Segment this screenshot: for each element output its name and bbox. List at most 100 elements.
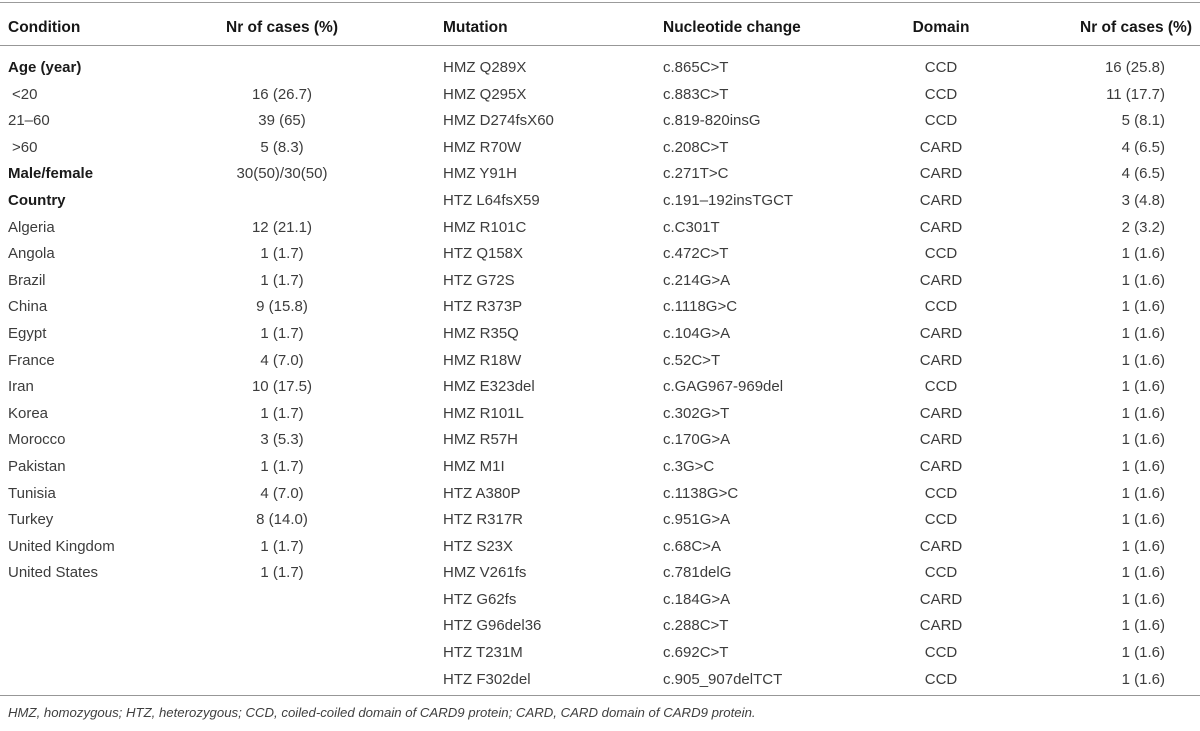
cell-cases-right: 1 (1.6) <box>1121 564 1165 582</box>
cell-condition: Tunisia <box>8 484 56 502</box>
col-header-nucleotide: Nucleotide change <box>655 2 908 46</box>
col-header-domain: Domain <box>908 2 974 46</box>
cell-spacer <box>352 667 435 696</box>
cell-domain: CCD <box>924 644 958 662</box>
col-header-cases-right: Nr of cases (%) <box>974 2 1200 46</box>
cell-cases-right: 1 (1.6) <box>1121 351 1165 369</box>
cell-domain: CCD <box>924 85 958 103</box>
cell-nucleotide: c.191–192insTGCT <box>663 191 794 209</box>
cell-cases-left <box>212 46 352 82</box>
cell-domain: CCD <box>924 670 958 688</box>
data-table: Condition Nr of cases (%) Mutation Nucle… <box>0 2 1200 697</box>
cell-cases-right: 4 (6.5) <box>1121 138 1165 156</box>
cell-mutation: HTZ G72S <box>443 271 515 289</box>
table-header: Condition Nr of cases (%) Mutation Nucle… <box>0 2 1200 46</box>
cell-spacer <box>352 135 435 162</box>
cell-mutation: HMZ M1I <box>443 457 505 475</box>
cell-mutation: HTZ Q158X <box>443 245 524 263</box>
cell-condition <box>0 613 212 640</box>
cell-nucleotide: c.951G>A <box>663 511 731 529</box>
table-row: France 4 (7.0) HMZ R18W c.52C>T CARD 1 (1.6) <box>0 348 1200 375</box>
cell-cases-left: 5 (8.3) <box>260 138 304 156</box>
cell-cases-left <box>212 667 352 696</box>
cell-mutation: HMZ R18W <box>443 351 522 369</box>
cell-spacer <box>352 161 435 188</box>
cell-cases-left: 1 (1.7) <box>260 537 304 555</box>
cell-cases-left: 16 (26.7) <box>251 85 313 103</box>
table-row: Pakistan 1 (1.7) HMZ M1I c.3G>C CARD 1 (1.6) <box>0 454 1200 481</box>
cell-nucleotide: c.1138G>C <box>663 484 739 502</box>
cell-spacer <box>352 46 435 82</box>
cell-mutation: HMZ E323del <box>443 378 535 396</box>
cell-condition: Morocco <box>8 431 66 449</box>
cell-cases-left: 1 (1.7) <box>260 564 304 582</box>
cell-cases-left: 4 (7.0) <box>260 351 304 369</box>
cell-domain: CARD <box>919 431 963 449</box>
cell-domain: CARD <box>919 191 963 209</box>
cell-domain: CCD <box>924 484 958 502</box>
header-row: Condition Nr of cases (%) Mutation Nucle… <box>0 2 1200 46</box>
cell-cases-right: 1 (1.6) <box>1121 324 1165 342</box>
cell-domain: CARD <box>919 351 963 369</box>
table-row: >60 5 (8.3) HMZ R70W c.208C>T CARD 4 (6.5) <box>0 135 1200 162</box>
cell-condition <box>0 640 212 667</box>
cell-cases-right: 1 (1.6) <box>1121 378 1165 396</box>
cell-nucleotide: c.905_907delTCT <box>663 670 783 688</box>
cell-domain: CCD <box>924 245 958 263</box>
cell-nucleotide: c.184G>A <box>663 590 731 608</box>
cell-mutation: HTZ S23X <box>443 537 514 555</box>
cell-condition <box>0 587 212 614</box>
cell-domain: CCD <box>924 564 958 582</box>
cell-condition: Brazil <box>8 271 46 289</box>
cell-mutation: HMZ R101C <box>443 218 527 236</box>
cell-spacer <box>352 613 435 640</box>
cell-mutation: HMZ Q295X <box>443 85 527 103</box>
cell-cases-right: 1 (1.6) <box>1121 617 1165 635</box>
cell-condition: >60 <box>12 138 38 156</box>
cell-nucleotide: c.C301T <box>663 218 720 236</box>
cell-nucleotide: c.3G>C <box>663 457 715 475</box>
cell-spacer <box>352 454 435 481</box>
cell-cases-left: 1 (1.7) <box>260 404 304 422</box>
cell-domain: CARD <box>919 324 963 342</box>
col-header-condition: Condition <box>0 2 212 46</box>
cell-nucleotide: c.52C>T <box>663 351 721 369</box>
cell-condition: Iran <box>8 378 34 396</box>
cell-domain: CARD <box>919 537 963 555</box>
cell-condition: Pakistan <box>8 457 66 475</box>
cell-domain: CCD <box>924 511 958 529</box>
cell-cases-right: 1 (1.6) <box>1121 404 1165 422</box>
table-row: Morocco 3 (5.3) HMZ R57H c.170G>A CARD 1 (1.6… <box>0 427 1200 454</box>
cell-spacer <box>352 401 435 428</box>
cell-nucleotide: c.472C>T <box>663 245 729 263</box>
cell-spacer <box>352 587 435 614</box>
cell-spacer <box>352 321 435 348</box>
cell-mutation: HTZ R317R <box>443 511 524 529</box>
table-row: United States 1 (1.7) HMZ V261fs c.781delG C… <box>0 560 1200 587</box>
cell-nucleotide: c.208C>T <box>663 138 729 156</box>
cell-domain: CARD <box>919 165 963 183</box>
table-row: 21–60 39 (65) HMZ D274fsX60 c.819-820insG CC… <box>0 108 1200 135</box>
cell-cases-left: 1 (1.7) <box>260 457 304 475</box>
cell-spacer <box>352 534 435 561</box>
table-row: Brazil 1 (1.7) HTZ G72S c.214G>A CARD 1 (1.6) <box>0 268 1200 295</box>
cell-cases-right: 3 (4.8) <box>1121 191 1165 209</box>
cell-nucleotide: c.1118G>C <box>663 298 738 316</box>
table-row: China 9 (15.8) HTZ R373P c.1118G>C CCD 1 (1.6… <box>0 294 1200 321</box>
table-row: Turkey 8 (14.0) HTZ R317R c.951G>A CCD 1 (1.6… <box>0 507 1200 534</box>
cell-condition: 21–60 <box>8 112 50 130</box>
cell-cases-right: 1 (1.6) <box>1121 484 1165 502</box>
cell-nucleotide: c.865C>T <box>663 59 729 76</box>
cell-cases-left: 8 (14.0) <box>256 511 308 529</box>
cell-spacer <box>352 268 435 295</box>
cell-mutation: HMZ Y91H <box>443 165 517 183</box>
header-spacer <box>352 2 435 46</box>
cell-condition: Algeria <box>8 218 55 236</box>
table-row: <20 16 (26.7) HMZ Q295X c.883C>T CCD 11 (17.7… <box>0 82 1200 109</box>
table-footnote: HMZ, homozygous; HTZ, heterozygous; CCD,… <box>8 705 756 721</box>
cell-cases-right: 1 (1.6) <box>1121 431 1165 449</box>
cell-cases-right: 16 (25.8) <box>1104 59 1165 76</box>
cell-nucleotide: c.302G>T <box>663 404 730 422</box>
cell-cases-left: 1 (1.7) <box>260 245 304 263</box>
cell-condition: Male/female <box>8 165 94 183</box>
